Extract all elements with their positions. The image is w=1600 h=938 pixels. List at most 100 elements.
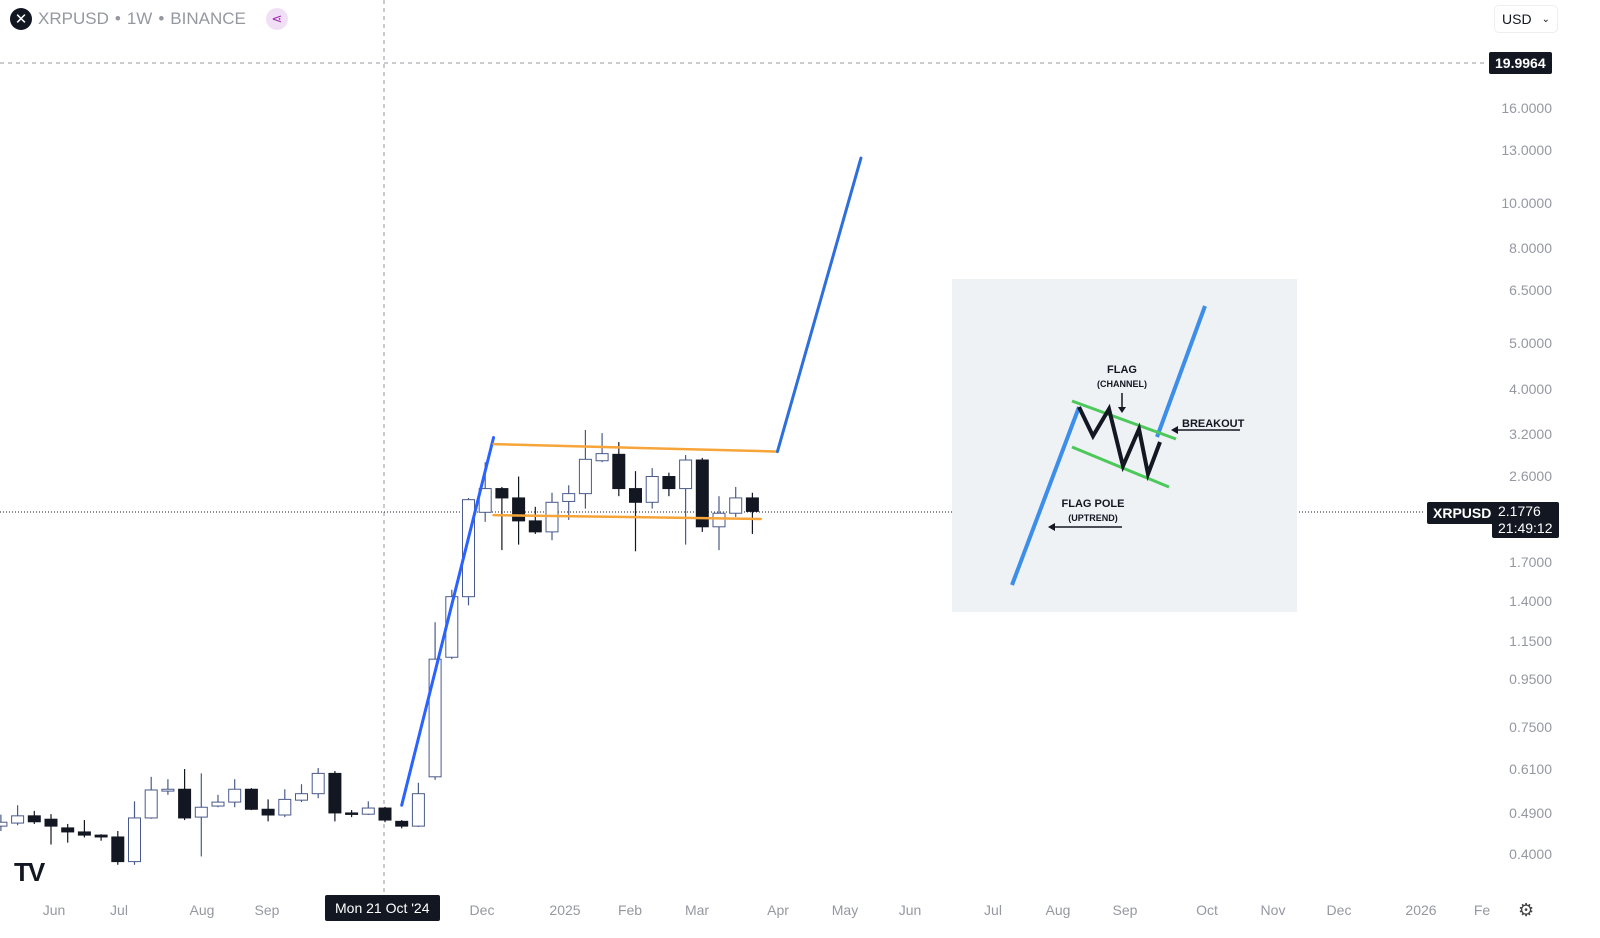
candle-body [11, 815, 25, 824]
symbol-name: XRPUSD [38, 9, 109, 28]
price-axis-label: 0.4000 [1509, 846, 1552, 863]
candle [361, 801, 375, 816]
candle [261, 799, 275, 822]
candle [295, 784, 308, 803]
breakout-label: BREAKOUT [1182, 418, 1245, 430]
time-axis-label: Jul [984, 902, 1002, 918]
candle-body [261, 808, 275, 816]
time-axis-label: May [831, 902, 859, 918]
price-axis-label: 8.0000 [1509, 240, 1552, 257]
candle [345, 810, 359, 818]
candle [712, 496, 726, 551]
tradingview-logo[interactable]: TV [14, 857, 45, 887]
price-axis-label: 0.7500 [1509, 719, 1552, 736]
candle [128, 801, 141, 865]
candle [61, 823, 75, 843]
candle-body [311, 772, 325, 795]
currency-select[interactable]: USD ⌄ [1494, 5, 1558, 33]
time-axis-label: Fe [1473, 902, 1491, 918]
candle-body [228, 788, 242, 803]
candle-body [712, 512, 726, 528]
time-axis-label: Jun [42, 902, 66, 918]
candle [395, 820, 409, 829]
time-axis-label: 2025 [549, 902, 581, 918]
candle [44, 814, 58, 845]
candle [729, 486, 743, 518]
time-axis-label: Mar [684, 902, 710, 918]
candle-body [27, 815, 41, 823]
candle-body [411, 793, 425, 827]
candle-body [512, 497, 526, 522]
candle [77, 820, 91, 838]
candle [411, 782, 425, 828]
candle [745, 492, 759, 534]
price-axis-label: 6.5000 [1509, 282, 1552, 299]
price-axis-label: 10.0000 [1501, 195, 1552, 212]
candle [645, 468, 659, 509]
x-icon: ✕ [10, 8, 32, 30]
candle [679, 455, 693, 545]
candle-body [244, 788, 258, 810]
infographic-pole-line [1010, 406, 1081, 586]
price-axis-label: 5.0000 [1509, 335, 1552, 352]
candle [578, 429, 592, 509]
candle-body [695, 459, 709, 528]
candle [428, 622, 442, 780]
infographic-flag-bottom [1071, 445, 1170, 489]
candle [211, 794, 225, 808]
share-icon[interactable]: ⋖ [265, 8, 288, 30]
time-axis-label: Oct [1196, 902, 1218, 918]
gear-icon[interactable]: ⚙ [1518, 900, 1535, 920]
candle [512, 476, 526, 545]
candle-body [378, 807, 392, 821]
candle-body [77, 831, 91, 836]
candles [0, 429, 759, 865]
candle-body [44, 818, 58, 827]
candle-body [729, 497, 743, 514]
candle-body [94, 834, 108, 838]
time-axis-label: Dec [469, 902, 495, 918]
flag-top-trendline[interactable] [492, 442, 779, 453]
candle-body [528, 520, 542, 533]
flag-pole-trendline[interactable] [400, 436, 496, 807]
candle [94, 834, 108, 841]
candle-body [361, 807, 375, 815]
candle [695, 457, 709, 532]
candle [662, 472, 676, 497]
candle [161, 779, 175, 795]
candle-body [295, 793, 308, 801]
candle-body [612, 453, 626, 490]
price-axis-label: 13.0000 [1501, 142, 1552, 159]
candle [378, 806, 392, 823]
candle-body [178, 788, 192, 819]
flag-label: FLAG [1107, 364, 1137, 376]
symbol-header[interactable]: ✕ XRPUSD • 1W • BINANCE ⋖ [10, 8, 288, 30]
crosshair-date-label: Mon 21 Oct '24 [325, 895, 440, 921]
candle [495, 486, 509, 551]
candle-body [745, 497, 759, 512]
candle-body [578, 458, 592, 495]
candle [528, 506, 542, 534]
candle-body [278, 798, 292, 816]
candle [311, 768, 325, 799]
time-axis-label: Jul [110, 902, 128, 918]
flag-sublabel: (CHANNEL) [1097, 379, 1147, 389]
flag-pole-label: FLAG POLE [1061, 498, 1125, 510]
candle-body [61, 827, 75, 833]
candle [629, 471, 642, 552]
crosshair-price-label: 19.9964 [1489, 52, 1552, 74]
projection-trendline[interactable] [775, 156, 863, 454]
candle [228, 779, 242, 808]
flag-pattern-infographic: FLAG (CHANNEL) BREAKOUT FLAG POLE (UPTRE… [952, 279, 1297, 612]
flag-bottom-trendline[interactable] [492, 513, 762, 521]
candle-body [345, 812, 359, 815]
candle-body [144, 789, 158, 819]
interval[interactable]: 1W [126, 9, 153, 28]
candle-body [629, 488, 642, 503]
drawings[interactable] [400, 156, 863, 807]
price-axis-label: 1.1500 [1509, 632, 1552, 649]
candle-body [662, 476, 676, 490]
candle-body [111, 836, 125, 863]
price-axis-label: 2.6000 [1509, 467, 1552, 484]
